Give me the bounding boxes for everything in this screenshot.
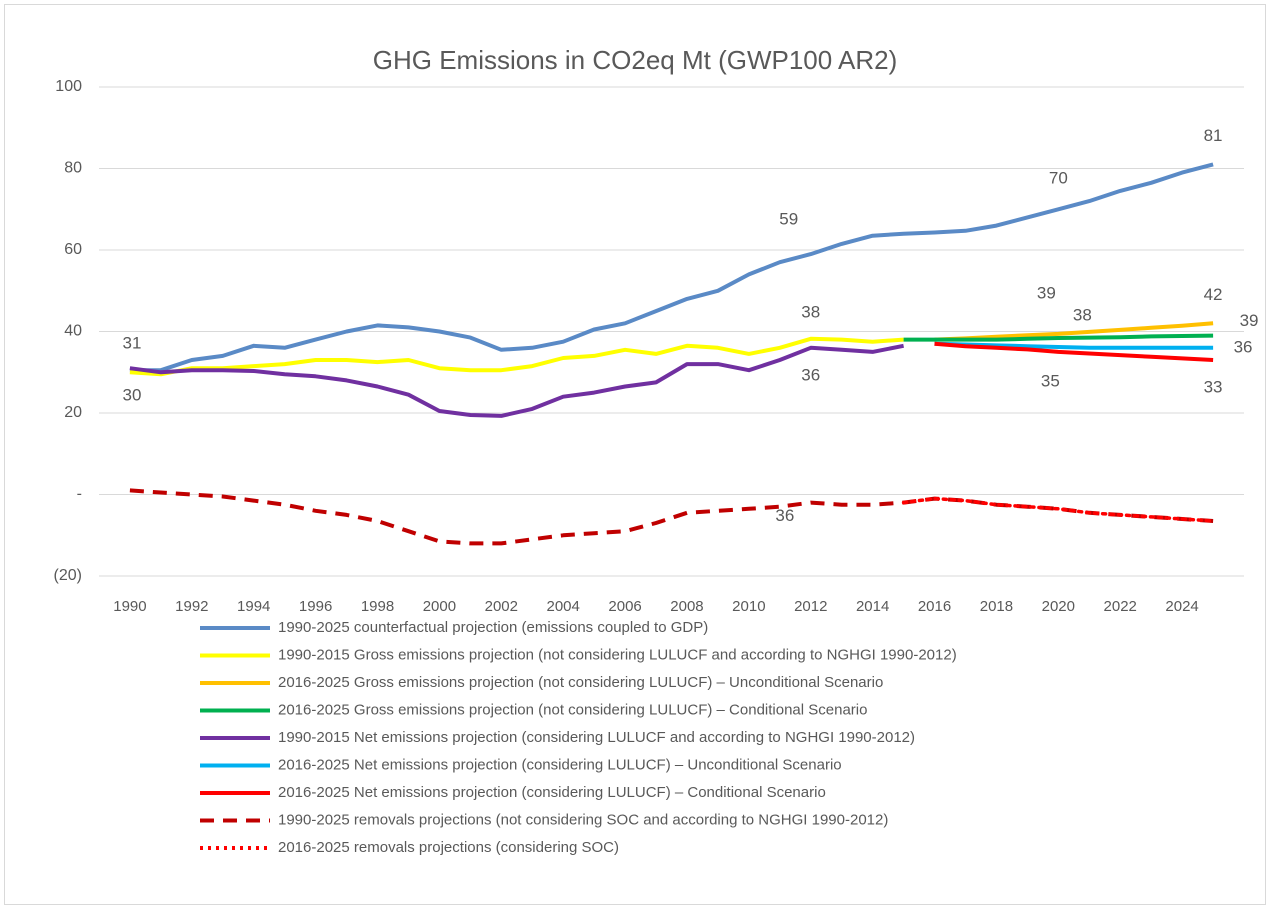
legend-label: 1990-2015 Net emissions projection (cons… xyxy=(278,729,915,746)
data-label: 38 xyxy=(801,302,820,321)
series-line xyxy=(129,336,904,377)
legend-label: 1990-2025 counterfactual projection (emi… xyxy=(278,619,708,636)
x-tick-label: 1994 xyxy=(237,598,270,615)
x-tick-label: 2020 xyxy=(1042,598,1075,615)
x-tick-label: 2000 xyxy=(423,598,456,615)
series-line xyxy=(903,333,1214,342)
x-tick-label: 1990 xyxy=(113,598,146,615)
legend-label: 2016-2025 Net emissions projection (cons… xyxy=(278,756,842,773)
data-label: 36 xyxy=(801,365,820,384)
series-line xyxy=(129,343,904,418)
x-tick-label: 2002 xyxy=(485,598,518,615)
x-tick-label: 1992 xyxy=(175,598,208,615)
legend-label: 1990-2025 removals projections (not cons… xyxy=(278,811,888,828)
y-tick-label: (20) xyxy=(54,567,82,584)
data-label: 31 xyxy=(122,334,141,353)
x-tick-label: 2024 xyxy=(1165,598,1198,615)
y-tick-label: 20 xyxy=(64,404,82,421)
series-line xyxy=(901,496,1215,523)
x-tick-label: 2012 xyxy=(794,598,827,615)
legend-label: 2016-2025 removals projections (consider… xyxy=(278,839,619,856)
x-tick-label: 2010 xyxy=(732,598,765,615)
data-label: 39 xyxy=(1240,311,1259,330)
x-tick-label: 2006 xyxy=(608,598,641,615)
chart-title: GHG Emissions in CO2eq Mt (GWP100 AR2) xyxy=(373,45,897,75)
x-tick-label: 2022 xyxy=(1104,598,1137,615)
data-label: 38 xyxy=(1073,306,1092,325)
chart-frame xyxy=(4,4,1266,905)
legend-label: 1990-2015 Gross emissions projection (no… xyxy=(278,646,957,663)
y-tick-label: 60 xyxy=(64,241,82,258)
x-tick-label: 1998 xyxy=(361,598,394,615)
data-label: 59 xyxy=(779,210,798,229)
y-tick-label: 40 xyxy=(64,323,82,340)
series-line xyxy=(934,341,1214,350)
data-label: 36 xyxy=(775,506,794,525)
data-label: 33 xyxy=(1204,378,1223,397)
data-label: 35 xyxy=(1041,371,1060,390)
data-label: 30 xyxy=(122,386,141,405)
series-line xyxy=(129,162,1214,373)
x-tick-label: 2008 xyxy=(670,598,703,615)
x-tick-label: 2016 xyxy=(918,598,951,615)
legend-label: 2016-2025 Net emissions projection (cons… xyxy=(278,784,826,801)
x-tick-label: 2018 xyxy=(980,598,1013,615)
data-label: 81 xyxy=(1204,126,1223,145)
data-label: 39 xyxy=(1037,283,1056,302)
data-label: 36 xyxy=(1234,337,1253,356)
y-tick-label: - xyxy=(77,486,82,503)
data-label: 70 xyxy=(1049,169,1068,188)
legend-label: 2016-2025 Gross emissions projection (no… xyxy=(278,674,883,691)
y-tick-label: 80 xyxy=(64,160,82,177)
y-tick-label: 100 xyxy=(55,78,82,95)
x-tick-label: 1996 xyxy=(299,598,332,615)
data-label: 42 xyxy=(1204,285,1223,304)
series-line xyxy=(934,341,1214,362)
x-tick-label: 2004 xyxy=(547,598,580,615)
x-tick-label: 2014 xyxy=(856,598,889,615)
legend-label: 2016-2025 Gross emissions projection (no… xyxy=(278,701,867,718)
